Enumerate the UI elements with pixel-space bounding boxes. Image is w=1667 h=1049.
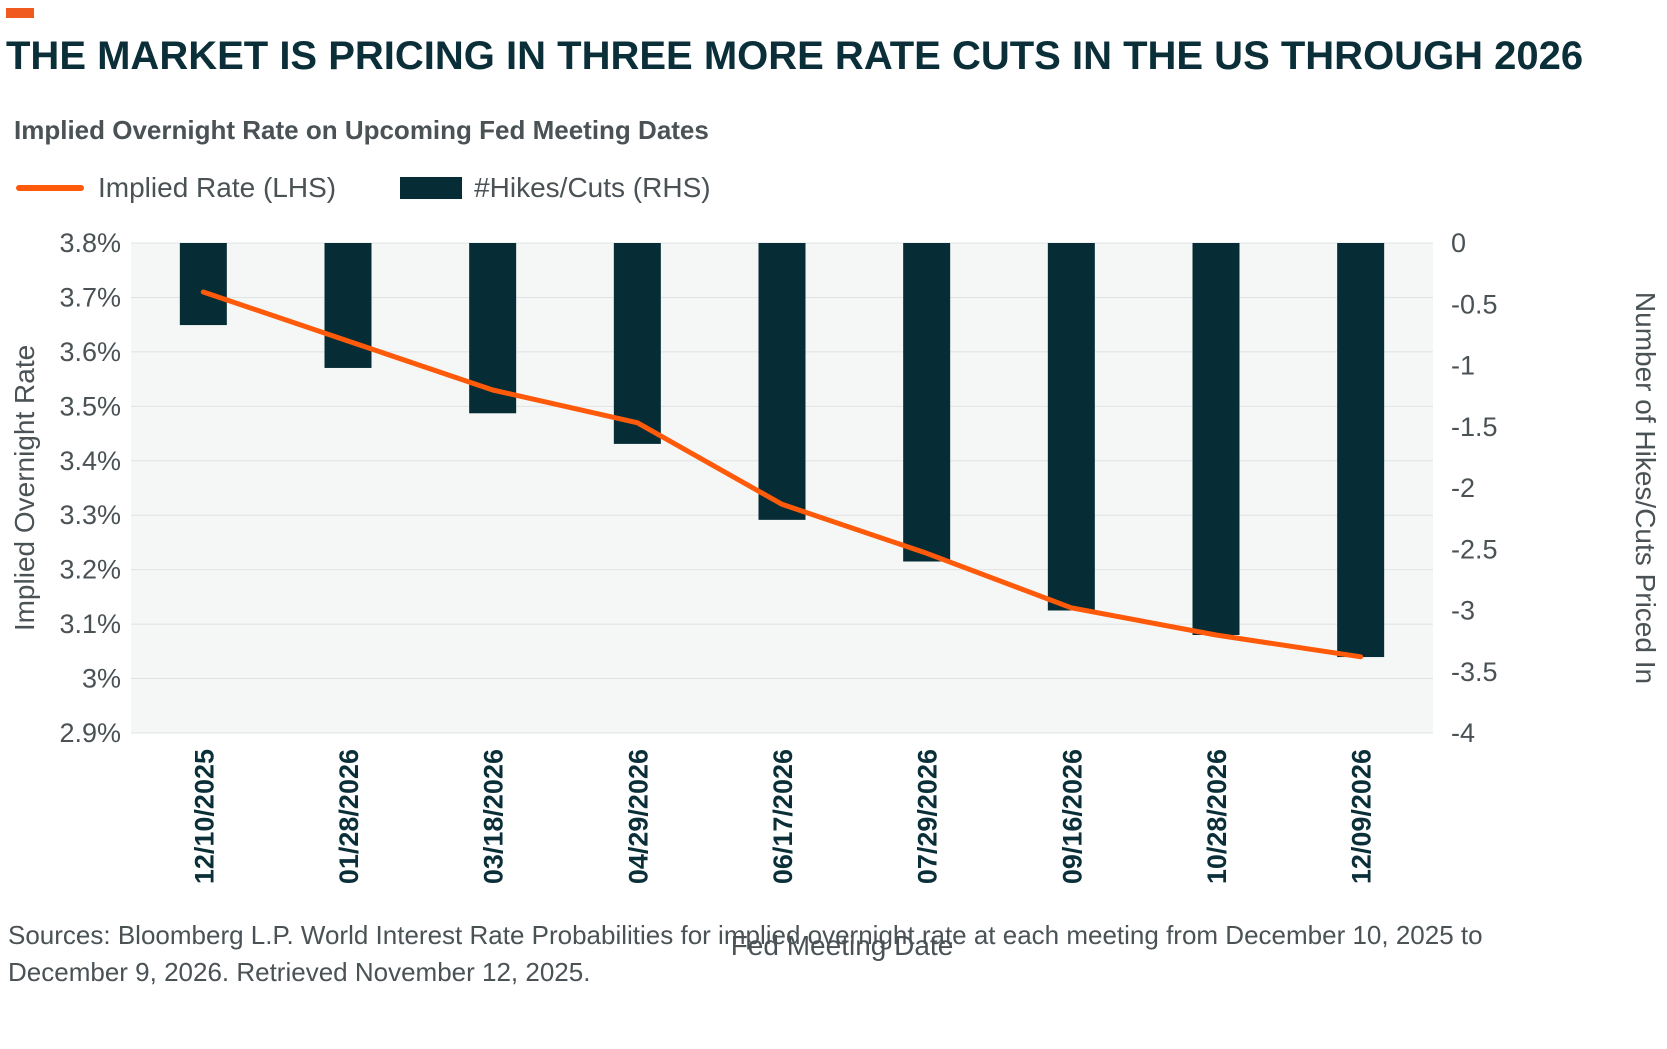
y2-tick-label: -1 — [1451, 351, 1475, 381]
bar — [1192, 243, 1240, 635]
x-tick-label: 07/29/2026 — [913, 749, 943, 884]
bar — [613, 243, 661, 444]
y-tick-label: 2.9% — [59, 718, 121, 748]
x-tick-label: 10/28/2026 — [1202, 749, 1232, 884]
legend-bar-label: #Hikes/Cuts (RHS) — [474, 172, 711, 203]
bar — [903, 243, 951, 562]
y2-tick-label: -0.5 — [1451, 289, 1498, 319]
y2-axis-title: Number of Hikes/Cuts Priced In — [1630, 292, 1661, 684]
x-tick-label: 03/18/2026 — [479, 749, 509, 884]
bar — [758, 243, 806, 520]
y2-tick-label: -3 — [1451, 596, 1475, 626]
y-tick-label: 3.6% — [59, 337, 121, 367]
y2-tick-label: 0 — [1451, 228, 1466, 258]
bar — [1337, 243, 1385, 658]
y-tick-label: 3.5% — [59, 391, 121, 421]
y-axis-title: Implied Overnight Rate — [9, 345, 40, 631]
y2-tick-label: -3.5 — [1451, 657, 1498, 687]
chart-title: THE MARKET IS PRICING IN THREE MORE RATE… — [6, 34, 1584, 78]
y-tick-label: 3% — [82, 664, 121, 694]
legend: Implied Rate (LHS) #Hikes/Cuts (RHS) — [16, 168, 711, 208]
x-tick-label: 12/10/2025 — [189, 749, 219, 884]
y2-tick-label: -1.5 — [1451, 412, 1498, 442]
y2-tick-label: -2.5 — [1451, 534, 1498, 564]
x-tick-label: 06/17/2026 — [768, 749, 798, 884]
x-tick-label: 12/09/2026 — [1347, 749, 1377, 884]
y-tick-label: 3.7% — [59, 282, 121, 312]
x-tick-label: 04/29/2026 — [623, 749, 653, 884]
y-tick-label: 3.2% — [59, 555, 121, 585]
chart-subtitle: Implied Overnight Rate on Upcoming Fed M… — [14, 115, 709, 145]
implied-rate-line — [200, 289, 1364, 660]
accent-bar — [6, 8, 34, 18]
y-tick-label: 3.3% — [59, 500, 121, 530]
y-tick-label: 3.8% — [59, 228, 121, 258]
x-tick-label: 09/16/2026 — [1057, 749, 1087, 884]
legend-bar-swatch — [400, 177, 463, 199]
y-tick-label: 3.4% — [59, 446, 121, 476]
y2-tick-label: -2 — [1451, 473, 1475, 503]
y-tick-label: 3.1% — [59, 609, 121, 639]
x-tick-label: 01/28/2026 — [334, 749, 364, 884]
source-note: Sources: Bloomberg L.P. World Interest R… — [8, 920, 1483, 987]
bar — [179, 243, 227, 326]
bar — [1047, 243, 1095, 611]
legend-line-swatch — [16, 185, 84, 191]
x-axis-title: Fed Meeting Date — [731, 930, 954, 961]
y2-tick-label: -4 — [1451, 718, 1475, 748]
legend-line-label: Implied Rate (LHS) — [98, 172, 337, 203]
